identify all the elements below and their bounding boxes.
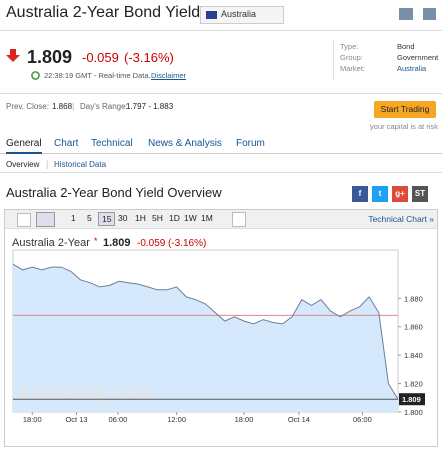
chart-box — [4, 209, 438, 447]
y-tick-label: 1.860 — [404, 323, 423, 332]
legend-change-pct: (-3.16%) — [168, 238, 206, 249]
legend-change: -0.059 — [137, 238, 166, 249]
disclaimer[interactable]: Disclaimer — [151, 71, 187, 80]
y-tick-label: 1.840 — [404, 351, 423, 360]
line-button[interactable] — [36, 212, 55, 227]
y-tick-label: 1.800 — [404, 408, 423, 417]
active-tab-underline — [6, 152, 42, 154]
down-arrow — [6, 49, 20, 62]
price: 1.809 — [27, 47, 73, 67]
range: 1.797 - 1.883 — [126, 102, 174, 111]
risk-note: your capital is at risk — [370, 122, 438, 131]
page-title: Australia 2-Year Bond Yield — [6, 4, 201, 21]
tab[interactable]: Chart — [54, 138, 79, 149]
tab[interactable]: Technical — [91, 138, 133, 149]
last-price-tag — [399, 393, 425, 406]
x-tick-label: 18:00 — [235, 415, 254, 424]
share-button[interactable]: f — [352, 186, 368, 202]
prev-close: 1.868 — [52, 102, 73, 111]
separator: | — [46, 159, 49, 169]
tab[interactable]: General — [6, 138, 42, 149]
start-trading-button[interactable]: Start Trading — [374, 101, 436, 118]
country-box[interactable]: Australia — [200, 6, 284, 24]
share-button[interactable]: g+ — [392, 186, 408, 202]
divider — [0, 153, 442, 154]
subtab[interactable]: Overview — [6, 160, 40, 169]
y-tick-label: 1.820 — [404, 380, 423, 389]
info-label: Group: — [340, 53, 363, 62]
time: 22:38:19 GMT - Real-time Data. — [44, 71, 151, 80]
period-button[interactable]: 15 — [98, 212, 116, 226]
last-price-label: 1.809 — [402, 395, 421, 404]
info-value: Australia — [397, 64, 427, 73]
divider — [333, 40, 334, 80]
candle-button[interactable] — [17, 213, 31, 227]
period-button[interactable]: 5 — [87, 213, 92, 223]
country: Australia — [221, 9, 257, 19]
flag — [206, 11, 217, 19]
share-button[interactable]: t — [372, 186, 388, 202]
info-value: Government — [397, 53, 439, 62]
alert-icon[interactable] — [423, 8, 436, 20]
divider — [0, 30, 442, 31]
share-button[interactable]: ST — [412, 186, 428, 202]
x-tick-label: 18:00 — [23, 415, 42, 424]
x-tick-label: 12:00 — [167, 415, 186, 424]
legend-value: 1.809 — [103, 237, 131, 249]
clock-icon — [31, 71, 40, 80]
x-tick-label: Oct 13 — [65, 415, 87, 424]
info-value: Bond — [397, 42, 415, 51]
watermark: Investing.com — [20, 383, 154, 405]
change: -0.059 — [82, 50, 119, 65]
period-button[interactable]: 1 — [71, 213, 76, 223]
period-button[interactable]: 5H — [152, 213, 163, 223]
technical-chart-link[interactable]: Technical Chart » — [368, 214, 434, 224]
period-button[interactable]: 1D — [169, 213, 180, 223]
x-tick-label: Oct 14 — [288, 415, 310, 424]
separator: | — [72, 101, 75, 111]
prev-close-label: Prev. Close: — [6, 102, 49, 111]
period-button[interactable]: 1H — [135, 213, 146, 223]
subtab[interactable]: Historical Data — [54, 160, 107, 169]
settings-button[interactable] — [232, 212, 246, 227]
y-tick-label: 1.880 — [404, 294, 423, 303]
section-title: Australia 2-Year Bond Yield Overview — [6, 185, 222, 200]
legend-marker: * — [94, 236, 98, 246]
period-button[interactable]: 1M — [201, 213, 213, 223]
divider — [0, 93, 442, 94]
line — [12, 263, 399, 400]
legend-name: Australia 2-Year — [12, 237, 90, 249]
x-tick-label: 06:00 — [109, 415, 128, 424]
period-button[interactable]: 1W — [184, 213, 197, 223]
info-label: Type: — [340, 42, 359, 51]
info-label: Market: — [340, 64, 366, 73]
x-tick-label: 06:00 — [353, 415, 372, 424]
area — [13, 264, 398, 412]
range-label: Day's Range: — [80, 102, 128, 111]
divider — [0, 172, 442, 173]
tab[interactable]: News & Analysis — [148, 138, 222, 149]
period-button[interactable]: 30 — [118, 213, 128, 223]
change-pct: (-3.16%) — [124, 50, 174, 65]
add-portfolio-icon[interactable] — [399, 8, 413, 20]
tab[interactable]: Forum — [236, 138, 265, 149]
